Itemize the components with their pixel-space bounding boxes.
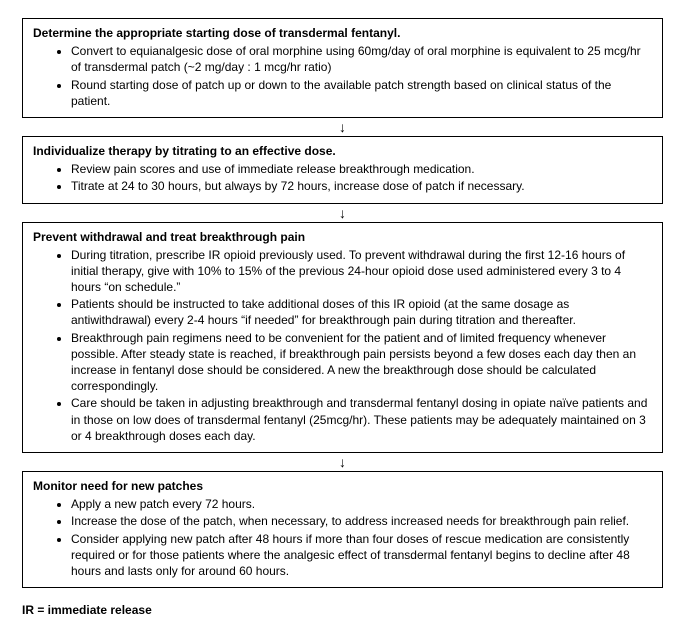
bullet-item: Increase the dose of the patch, when nec… — [71, 513, 652, 529]
bullet-item: During titration, prescribe IR opioid pr… — [71, 247, 652, 296]
step-bullets: During titration, prescribe IR opioid pr… — [33, 247, 652, 444]
step-bullets: Apply a new patch every 72 hours. Increa… — [33, 496, 652, 579]
flow-arrow: ↓ — [22, 455, 663, 469]
bullet-item: Care should be taken in adjusting breakt… — [71, 395, 652, 444]
step-title: Monitor need for new patches — [33, 478, 652, 494]
bullet-item: Consider applying new patch after 48 hou… — [71, 531, 652, 580]
bullet-item: Convert to equianalgesic dose of oral mo… — [71, 43, 652, 75]
step-title: Determine the appropriate starting dose … — [33, 25, 652, 41]
flow-arrow: ↓ — [22, 120, 663, 134]
bullet-item: Review pain scores and use of immediate … — [71, 161, 652, 177]
step-title: Prevent withdrawal and treat breakthroug… — [33, 229, 652, 245]
footnote: IR = immediate release — [22, 602, 663, 618]
step-bullets: Review pain scores and use of immediate … — [33, 161, 652, 194]
step-box-3: Prevent withdrawal and treat breakthroug… — [22, 222, 663, 453]
step-title: Individualize therapy by titrating to an… — [33, 143, 652, 159]
step-box-4: Monitor need for new patches Apply a new… — [22, 471, 663, 588]
bullet-item: Apply a new patch every 72 hours. — [71, 496, 652, 512]
bullet-item: Breakthrough pain regimens need to be co… — [71, 330, 652, 395]
step-box-1: Determine the appropriate starting dose … — [22, 18, 663, 118]
bullet-item: Titrate at 24 to 30 hours, but always by… — [71, 178, 652, 194]
step-box-2: Individualize therapy by titrating to an… — [22, 136, 663, 204]
flow-arrow: ↓ — [22, 206, 663, 220]
bullet-item: Patients should be instructed to take ad… — [71, 296, 652, 328]
step-bullets: Convert to equianalgesic dose of oral mo… — [33, 43, 652, 109]
bullet-item: Round starting dose of patch up or down … — [71, 77, 652, 109]
